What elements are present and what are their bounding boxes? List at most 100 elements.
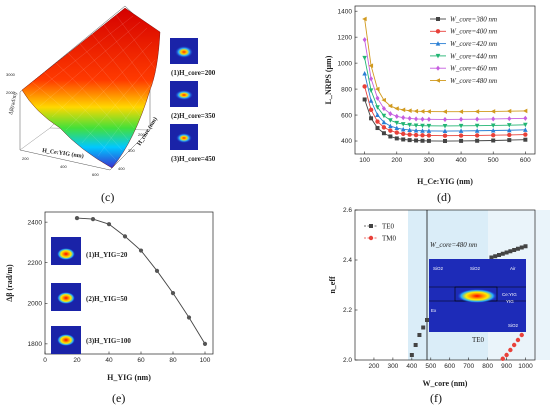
data-point	[106, 222, 112, 227]
data-point	[491, 132, 496, 138]
data-point	[443, 116, 447, 123]
x-tick-label: 300	[387, 363, 398, 370]
data-point	[458, 123, 464, 129]
data-point	[368, 98, 374, 103]
data-point	[489, 255, 494, 260]
data-point	[413, 123, 419, 128]
data-point	[74, 215, 80, 221]
data-point	[442, 123, 448, 129]
f-y-axis-label: n_eff	[328, 276, 337, 294]
data-point	[401, 115, 406, 121]
e-annotation-1: (1)H_YIG=20	[86, 251, 128, 259]
e-mode-insets	[51, 237, 81, 354]
f-ticks: 200 300 400 500 600 700 800 900 1000 2.0 2.2 2.4 2.6	[343, 207, 533, 370]
data-point	[459, 116, 464, 122]
data-point	[426, 109, 431, 114]
f-inset-label-sio2-top: SiO2	[470, 266, 481, 271]
data-point	[426, 116, 431, 122]
data-point	[458, 109, 464, 114]
e-ticks: 0 20 40 60 80 100 1800 2000 2200 2400	[28, 219, 211, 364]
data-point	[474, 128, 480, 133]
data-point	[504, 352, 509, 358]
panel-label-e: (e)	[112, 391, 125, 405]
f-inset-label-sio2-bottom: SiO2	[508, 323, 519, 328]
series-line	[364, 39, 526, 120]
legend-marker	[436, 65, 440, 71]
data-point	[413, 108, 419, 114]
surface-annotation-1: (1)H_core=200	[171, 69, 216, 77]
f-inset-label-sio2-left: SiO2	[433, 266, 444, 271]
data-point	[504, 250, 509, 255]
panel-label-f: (f)	[430, 391, 442, 405]
data-point	[388, 123, 393, 129]
data-point	[381, 105, 386, 112]
e-annotation-2: (2)H_YIG=50	[86, 295, 128, 303]
e-annotation-3: (3)H_YIG=100	[86, 337, 131, 345]
series-line	[364, 73, 526, 132]
y-tick-label: 2000	[28, 300, 43, 307]
data-point	[474, 123, 480, 129]
f-series	[409, 244, 528, 361]
y-tick-label: 2400	[28, 219, 43, 226]
data-point	[381, 131, 386, 136]
x-tick-label: 200	[391, 157, 402, 164]
y-tick-label: 2.0	[343, 357, 352, 364]
data-point	[407, 127, 412, 132]
data-point	[523, 122, 528, 128]
data-point	[375, 112, 380, 118]
data-point	[490, 109, 496, 114]
legend-label: W_core=460 nm	[450, 65, 497, 73]
panel-f: 200 300 400 500 600 700 800 900 1000 2.0 2.2 2.4 2.6…	[328, 207, 550, 405]
data-point	[413, 132, 419, 138]
data-point	[388, 111, 393, 117]
data-point	[519, 332, 524, 338]
x-tick-label: 100	[200, 357, 211, 364]
d-ticks: 100 200 300 400 500 600 400 600 800 1000 1200 1400	[338, 8, 532, 164]
e-y-axis-label: Δβ (rad/m)	[5, 264, 14, 302]
e-x-axis-label: H_YIG (nm)	[107, 373, 151, 382]
surface-annotation-3: (3)H_core=450	[171, 155, 216, 163]
data-point	[138, 248, 144, 253]
data-point	[90, 217, 96, 222]
legend-label: TE0	[382, 222, 395, 230]
data-point	[425, 318, 429, 322]
d-x-axis-label: H_Ce:YIG (nm)	[417, 177, 473, 186]
data-point	[475, 116, 480, 122]
data-point	[500, 356, 505, 361]
y-tick-label: 1000	[338, 60, 353, 67]
f-inset-label-ex: Ex	[431, 308, 437, 313]
f-vline-label: W_core=480 nm	[430, 241, 477, 249]
data-point	[414, 138, 419, 143]
y-tick-label: 800	[341, 86, 352, 93]
data-point	[368, 63, 374, 69]
x-tick-label: 40	[105, 357, 113, 364]
x-tick-label: 60	[137, 357, 145, 364]
data-point	[400, 107, 406, 113]
panel-label-d: (d)	[437, 190, 451, 204]
data-point	[426, 128, 432, 133]
data-point	[420, 116, 425, 122]
svg-text:3000: 3000	[6, 72, 16, 77]
data-point	[475, 138, 480, 143]
series-line	[364, 18, 526, 113]
data-point	[506, 123, 512, 128]
f-mode-label: TE0	[472, 336, 485, 344]
data-point	[523, 132, 528, 137]
legend-label: W_core=480 nm	[450, 77, 497, 85]
f-plot-frame	[354, 209, 536, 361]
data-point	[186, 315, 192, 320]
data-point	[375, 105, 380, 110]
data-point	[381, 97, 386, 103]
data-point	[362, 55, 367, 61]
e-series	[74, 215, 208, 346]
data-point	[381, 113, 387, 119]
legend-label: W_core=380 nm	[450, 15, 497, 23]
legend-marker	[435, 29, 441, 34]
data-point	[421, 325, 426, 330]
x-tick-label: 300	[423, 157, 434, 164]
legend-label: TM0	[382, 234, 397, 242]
data-point	[401, 137, 406, 142]
data-point	[413, 343, 418, 347]
data-point	[512, 248, 517, 252]
svg-text:300: 300	[128, 148, 135, 153]
